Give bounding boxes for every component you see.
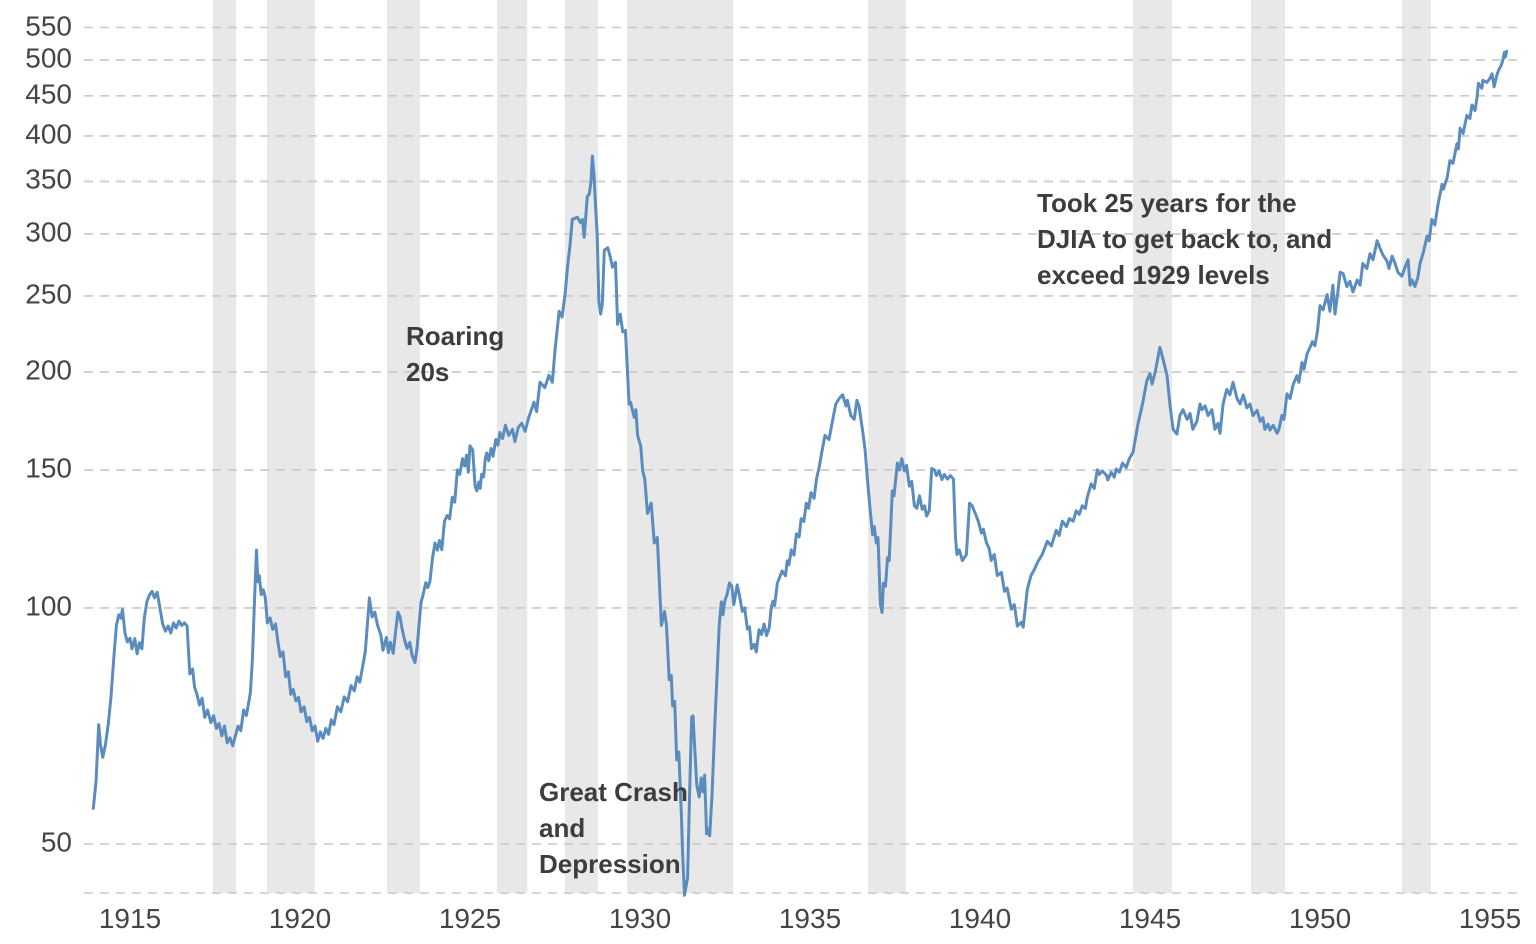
recession-band xyxy=(213,0,237,893)
annotation-took-25-years: Took 25 years for the DJIA to get back t… xyxy=(1037,188,1333,290)
x-tick-label-1950: 1950 xyxy=(1288,903,1352,934)
x-tick-label-1935: 1935 xyxy=(778,903,842,934)
y-tick-label-50: 50 xyxy=(40,826,72,858)
x-tick-label-1940: 1940 xyxy=(948,903,1012,934)
recession-band xyxy=(387,0,420,893)
x-tick-label-1930: 1930 xyxy=(608,903,672,934)
y-tick-label-200: 200 xyxy=(25,354,72,386)
y-tick-label-350: 350 xyxy=(25,164,72,196)
recession-band xyxy=(1401,0,1431,893)
recession-band xyxy=(267,0,315,893)
x-tick-label-1955: 1955 xyxy=(1458,903,1522,934)
y-tick-label-550: 550 xyxy=(25,10,72,42)
recession-band xyxy=(1133,0,1173,893)
y-tick-label-300: 300 xyxy=(25,216,72,248)
recession-band xyxy=(564,0,598,893)
annotation-roaring-20s: Roaring 20s xyxy=(406,321,505,387)
y-tick-label-250: 250 xyxy=(25,278,72,310)
gridlines xyxy=(84,26,1524,894)
y-tick-label-400: 400 xyxy=(25,118,72,150)
x-tick-label-1920: 1920 xyxy=(268,903,332,934)
y-tick-label-100: 100 xyxy=(25,590,72,622)
recession-band xyxy=(1251,0,1285,893)
x-tick-label-1925: 1925 xyxy=(438,903,502,934)
y-tick-label-150: 150 xyxy=(25,452,72,484)
recession-band xyxy=(496,0,528,893)
x-tick-label-1945: 1945 xyxy=(1118,903,1182,934)
x-tick-label-1915: 1915 xyxy=(98,903,162,934)
djia-price-line xyxy=(91,49,1509,897)
recession-band xyxy=(868,0,906,893)
annotation-great-crash: Great Crash and Depression xyxy=(539,777,688,879)
y-tick-label-500: 500 xyxy=(25,42,72,74)
y-tick-label-450: 450 xyxy=(25,78,72,110)
